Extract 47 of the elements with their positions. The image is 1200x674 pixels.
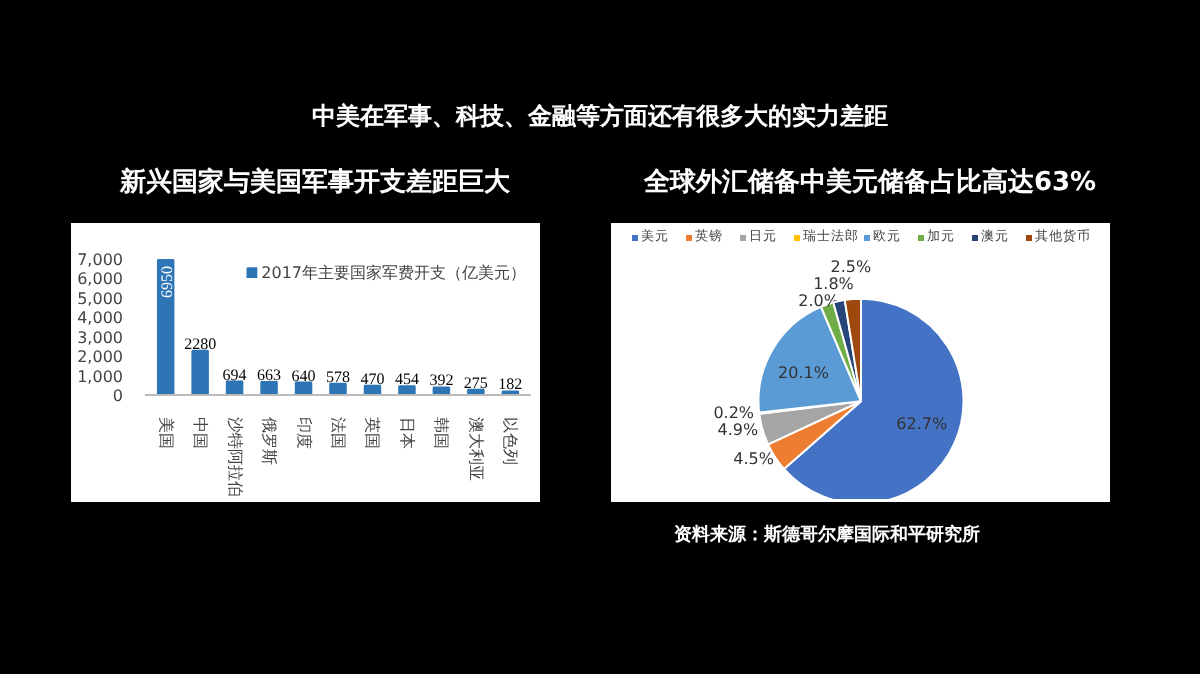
y-tick-label: 5,000 <box>77 289 124 308</box>
data-label: 2.5% <box>830 257 872 276</box>
data-label: 663 <box>257 365 282 384</box>
bar <box>329 382 347 395</box>
legend-label: 2017年主要国家军费开支（亿美元） <box>261 261 526 284</box>
x-tick-label: 韩国 <box>432 416 451 449</box>
y-tick-label: 7,000 <box>77 250 124 269</box>
data-label: 392 <box>429 370 454 389</box>
data-label: 275 <box>463 373 488 392</box>
x-tick-label: 美国 <box>156 416 175 449</box>
bar <box>260 380 278 395</box>
data-label: 62.7% <box>896 414 948 433</box>
data-label: 182 <box>498 374 523 393</box>
bar <box>398 384 416 395</box>
bar <box>191 349 209 395</box>
data-label: 640 <box>291 365 316 384</box>
text: 资料来源：斯德哥尔摩国际和平研究所 <box>674 523 980 550</box>
y-tick-label: 4,000 <box>77 308 124 327</box>
chart-title: 新兴国家与美国军事开支差距巨大 <box>120 166 510 203</box>
x-tick-label: 俄罗斯 <box>260 416 279 465</box>
x-tick-label: 以色列 <box>501 416 520 465</box>
data-label: 4.9% <box>717 420 759 439</box>
data-label: 694 <box>222 364 247 383</box>
data-label: 0.2% <box>713 403 755 422</box>
x-tick-label: 日本 <box>397 416 416 449</box>
x-tick-label: 中国 <box>191 416 210 449</box>
data-label: 1.8% <box>813 274 855 293</box>
bar <box>432 385 451 395</box>
y-tick-label: 0 <box>112 386 124 405</box>
data-label: 2280 <box>184 334 217 353</box>
x-tick-label: 沙特阿拉伯 <box>225 416 244 497</box>
data-label: 20.1% <box>778 363 830 382</box>
x-tick-label: 印度 <box>294 416 313 449</box>
data-label: 578 <box>326 367 350 386</box>
chart-title: 全球外汇储备中美元储备占比高达63% <box>643 166 1097 203</box>
x-tick-label: 英国 <box>363 416 382 449</box>
y-tick-label: 1,000 <box>77 366 124 385</box>
x-tick-label: 法国 <box>329 416 347 449</box>
data-label: 454 <box>394 369 419 388</box>
x-tick-label: 澳大利亚 <box>466 416 485 481</box>
text: 中美在军事、科技、金融等方面还有很多大的实力差距 <box>312 100 888 134</box>
data-label: 4.5% <box>733 449 775 468</box>
y-tick-label: 6,000 <box>77 269 124 288</box>
data-label: 6950 <box>157 265 176 298</box>
data-label: 470 <box>360 369 385 388</box>
y-tick-label: 3,000 <box>77 328 124 347</box>
y-tick-label: 2,000 <box>77 347 124 366</box>
